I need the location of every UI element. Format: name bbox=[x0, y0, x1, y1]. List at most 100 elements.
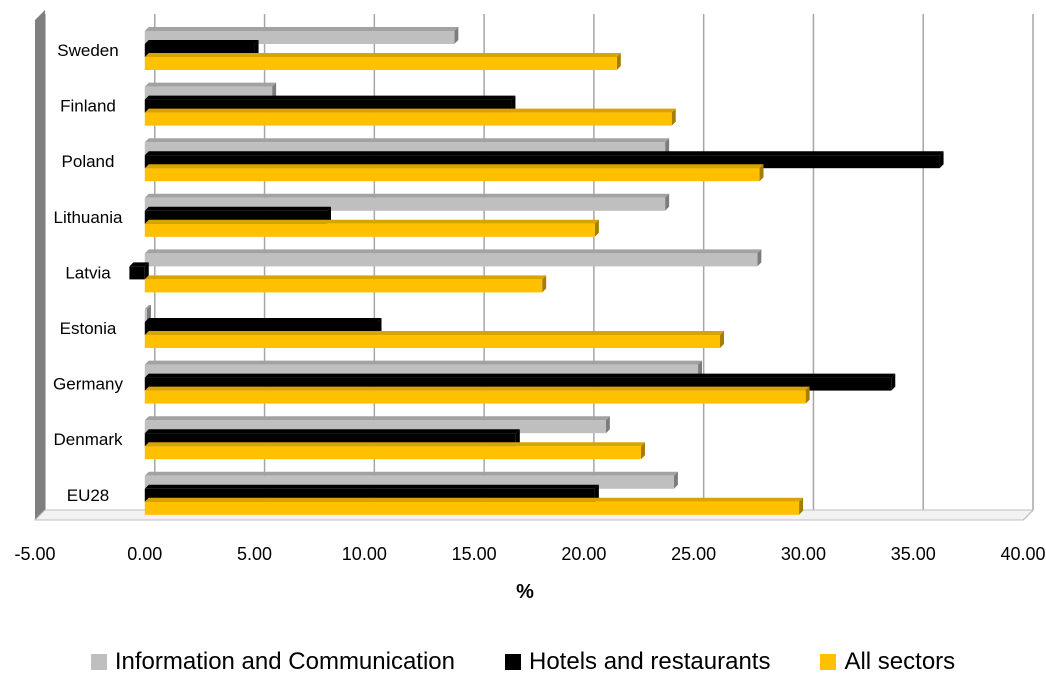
bar-top-face bbox=[144, 53, 621, 57]
legend: Information and Communication Hotels and… bbox=[0, 648, 1046, 676]
bar-top-face bbox=[144, 318, 382, 322]
bar-top-face bbox=[144, 95, 516, 100]
bar-top-face bbox=[144, 416, 610, 421]
category-label: Estonia bbox=[60, 319, 117, 338]
bar-top-face bbox=[144, 206, 332, 211]
bar-side-face bbox=[891, 373, 896, 391]
bar-side-face bbox=[515, 429, 520, 447]
bar bbox=[144, 497, 804, 515]
bar-side-face bbox=[511, 95, 516, 113]
bar-front-face bbox=[144, 57, 617, 70]
bar-side-face bbox=[594, 219, 599, 237]
bar bbox=[129, 262, 149, 280]
legend-item-hotels-and-restaurants: Hotels and restaurants bbox=[505, 648, 770, 676]
bar-side-face bbox=[805, 386, 810, 404]
bar bbox=[144, 305, 151, 322]
bar-side-face bbox=[327, 206, 332, 224]
legend-label: Hotels and restaurants bbox=[529, 648, 771, 675]
bar-front-face bbox=[144, 501, 800, 515]
bar-top-face bbox=[144, 40, 259, 44]
x-tick-label: 0.00 bbox=[127, 544, 162, 564]
bar-top-face bbox=[144, 373, 896, 378]
bar-front-face bbox=[144, 309, 147, 322]
bar-front-face bbox=[144, 335, 721, 348]
category-label: Poland bbox=[62, 152, 115, 171]
bar-side-face bbox=[665, 193, 670, 211]
bar-top-face bbox=[144, 429, 520, 434]
category-label: Lithuania bbox=[53, 208, 123, 227]
legend-swatch-grey bbox=[90, 654, 107, 670]
bar bbox=[144, 275, 547, 293]
x-tick-label: 30.00 bbox=[781, 544, 826, 564]
bar bbox=[144, 331, 725, 348]
legend-item-all-sectors: All sectors bbox=[820, 648, 955, 676]
x-tick-label: 40.00 bbox=[1000, 544, 1045, 564]
bar-top-face bbox=[144, 82, 277, 87]
bar-side-face bbox=[254, 40, 259, 57]
bar bbox=[144, 386, 810, 404]
bar-side-face bbox=[542, 275, 547, 293]
bar-top-face bbox=[144, 138, 670, 143]
x-tick-label: 10.00 bbox=[342, 544, 387, 564]
bar-top-face bbox=[144, 484, 599, 489]
category-label: Latvia bbox=[65, 263, 111, 282]
bar-top-face bbox=[144, 331, 725, 335]
bar-side-face bbox=[377, 318, 382, 335]
bar-front-face bbox=[144, 446, 641, 460]
bar-side-face bbox=[640, 442, 645, 460]
bar-side-face bbox=[665, 138, 670, 156]
bar-side-face bbox=[673, 471, 678, 489]
bar bbox=[144, 219, 599, 237]
category-label: Germany bbox=[53, 375, 123, 394]
bar-side-face bbox=[757, 249, 762, 267]
x-tick-label: 5.00 bbox=[237, 544, 272, 564]
legend-label: All sectors bbox=[844, 648, 956, 675]
bar-front-face bbox=[144, 223, 595, 237]
bar-top-face bbox=[144, 275, 547, 280]
bar bbox=[144, 164, 764, 182]
x-axis-label: % bbox=[516, 581, 534, 603]
bar-side-face bbox=[146, 305, 151, 322]
category-labels: Sweden Finland Poland Lithuania Latvia Estoni… bbox=[53, 41, 123, 505]
bars bbox=[129, 27, 944, 515]
bar-top-face bbox=[144, 151, 944, 156]
bar-front-face bbox=[144, 279, 543, 293]
category-label: Finland bbox=[60, 97, 116, 116]
bar-top-face bbox=[144, 442, 645, 447]
bar-side-face bbox=[759, 164, 764, 182]
bar-top-face bbox=[144, 219, 599, 224]
bar-top-face bbox=[144, 249, 762, 254]
bar-top-face bbox=[129, 262, 149, 267]
x-tick-label: 15.00 bbox=[452, 544, 497, 564]
bar bbox=[144, 442, 645, 460]
bar-side-face bbox=[671, 108, 676, 126]
bar-side-face bbox=[616, 53, 621, 70]
bar bbox=[144, 249, 762, 267]
bar-front-face bbox=[129, 266, 145, 280]
legend-swatch-black bbox=[505, 654, 521, 670]
bar-side-face bbox=[799, 497, 804, 515]
bar-side-face bbox=[144, 262, 149, 280]
bar bbox=[144, 53, 621, 70]
bar-top-face bbox=[144, 386, 810, 391]
category-label: Sweden bbox=[57, 41, 118, 60]
legend-item-information-and-communication: Information and Communication bbox=[90, 648, 455, 676]
x-tick-label: 25.00 bbox=[671, 544, 716, 564]
bar-side-face bbox=[939, 151, 944, 169]
x-tick-label: 20.00 bbox=[561, 544, 606, 564]
legend-label: Information and Communication bbox=[114, 648, 455, 675]
bar-front-face bbox=[144, 390, 806, 404]
bar-top-face bbox=[144, 305, 151, 309]
bar-side-face bbox=[698, 360, 703, 378]
bar-side-face bbox=[605, 416, 610, 434]
bar-front-face bbox=[144, 253, 758, 267]
x-tick-label: 35.00 bbox=[891, 544, 936, 564]
bar-top-face bbox=[144, 471, 678, 476]
category-label: EU28 bbox=[67, 486, 110, 505]
x-tick-label: -5.00 bbox=[14, 544, 55, 564]
bar-top-face bbox=[144, 193, 670, 198]
bar-front-face bbox=[144, 112, 672, 126]
bar-side-face bbox=[272, 82, 277, 100]
left-wall bbox=[35, 10, 45, 520]
